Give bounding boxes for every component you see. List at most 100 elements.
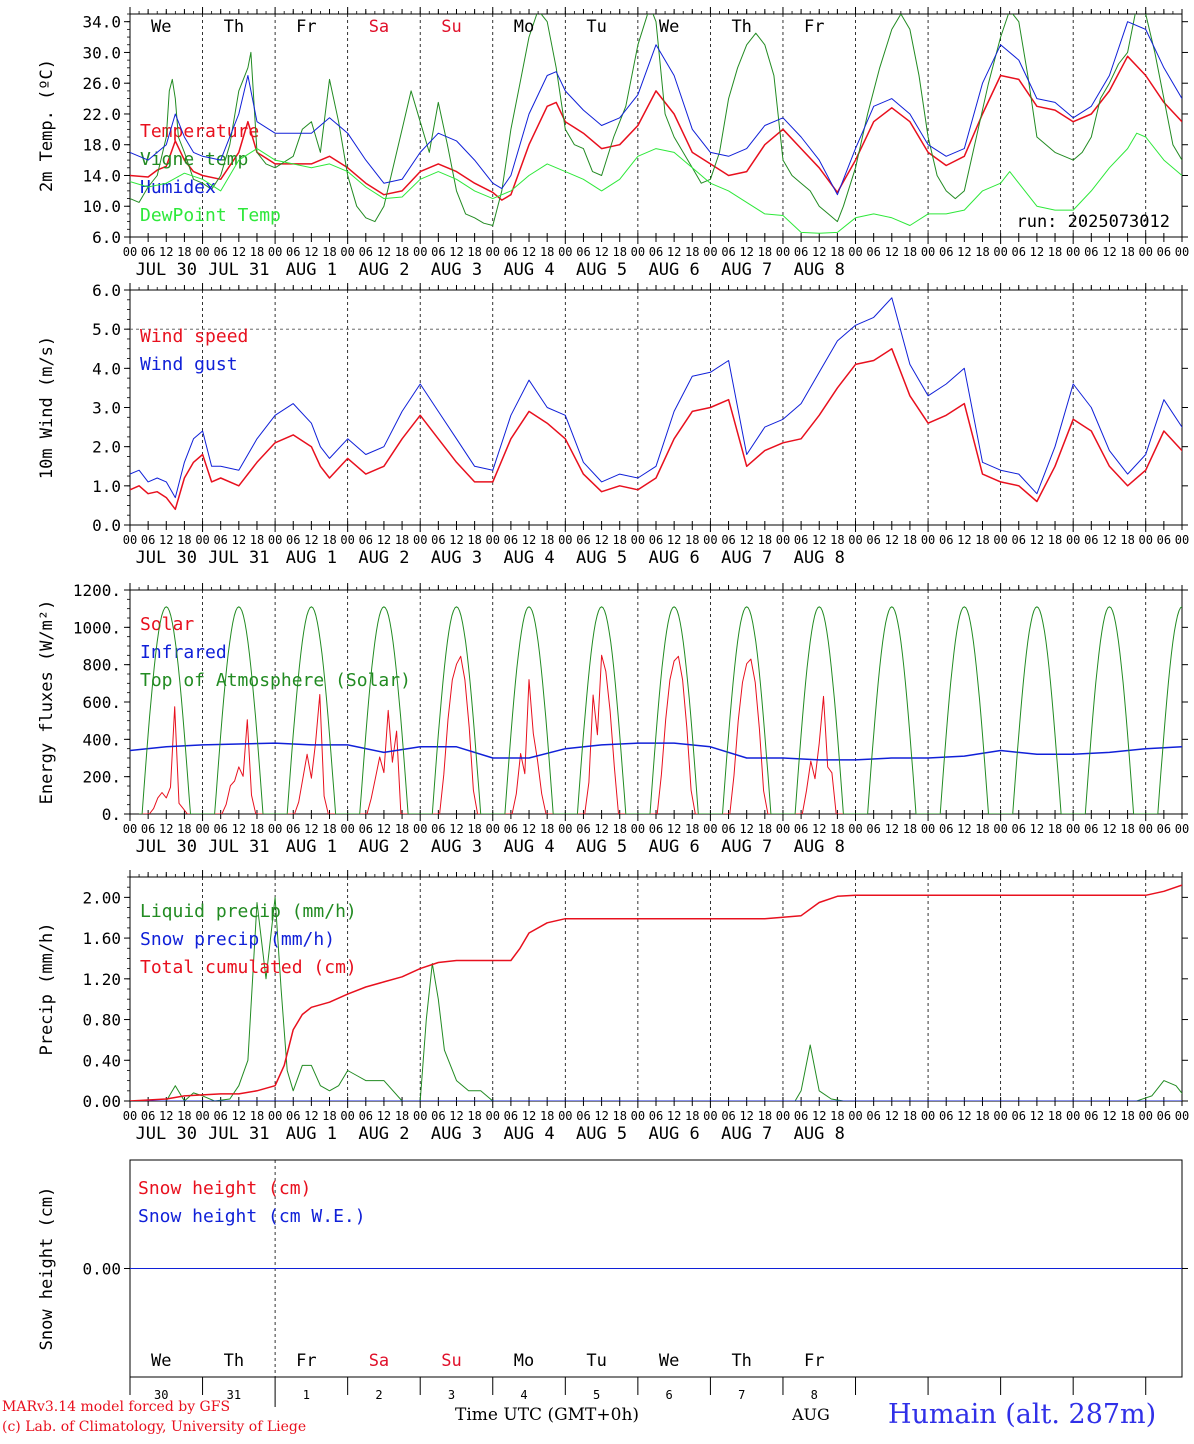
hour-tick-label: 06 bbox=[576, 533, 590, 547]
weekday-bottom: Fr bbox=[804, 1351, 824, 1371]
y-tick-label: 18.0 bbox=[82, 136, 121, 155]
hour-tick-label: 06 bbox=[504, 533, 518, 547]
hour-tick-label: 06 bbox=[1157, 1109, 1171, 1123]
y-tick-label: 0.0 bbox=[92, 516, 121, 535]
hour-tick-label: 00 bbox=[631, 1109, 645, 1123]
hour-tick-label: 12 bbox=[522, 822, 536, 836]
hour-tick-label: 18 bbox=[830, 533, 844, 547]
y-tick-label: 1.20 bbox=[82, 970, 121, 989]
hour-tick-label: 00 bbox=[993, 1109, 1007, 1123]
hour-tick-label: 06 bbox=[576, 1109, 590, 1123]
hour-tick-label: 00 bbox=[558, 245, 572, 259]
day-label: AUG 5 bbox=[576, 260, 627, 280]
hour-tick-label: 00 bbox=[340, 533, 354, 547]
day-label: JUL 31 bbox=[208, 548, 269, 568]
hour-tick-label: 06 bbox=[866, 533, 880, 547]
hour-tick-label: 06 bbox=[431, 822, 445, 836]
day-label: AUG 2 bbox=[358, 260, 409, 280]
hour-tick-label: 18 bbox=[177, 245, 191, 259]
hour-tick-label: 00 bbox=[703, 822, 717, 836]
hour-tick-label: 00 bbox=[631, 822, 645, 836]
hour-tick-label: 06 bbox=[286, 245, 300, 259]
hour-tick-label: 12 bbox=[812, 1109, 826, 1123]
hour-tick-label: 00 bbox=[340, 822, 354, 836]
hour-tick-label: 06 bbox=[576, 245, 590, 259]
hour-tick-label: 12 bbox=[377, 533, 391, 547]
hour-tick-label: 18 bbox=[612, 822, 626, 836]
hour-tick-label: 18 bbox=[322, 245, 336, 259]
hour-tick-label: 06 bbox=[431, 245, 445, 259]
y-tick-label: 2.00 bbox=[82, 888, 121, 907]
hour-tick-label: 12 bbox=[957, 1109, 971, 1123]
day-label: JUL 30 bbox=[136, 837, 197, 857]
hour-tick-label: 12 bbox=[522, 533, 536, 547]
y-tick-label: 800. bbox=[82, 656, 121, 675]
hour-tick-label: 18 bbox=[250, 533, 264, 547]
legend-entry: Snow height (cm) bbox=[138, 1178, 311, 1199]
hour-tick-label: 00 bbox=[1066, 822, 1080, 836]
hour-tick-label: 06 bbox=[141, 1109, 155, 1123]
day-label: AUG 3 bbox=[431, 1124, 482, 1144]
day-label: AUG 1 bbox=[286, 260, 337, 280]
hour-tick-label: 00 bbox=[123, 245, 137, 259]
legend-entry: DewPoint Temp bbox=[140, 205, 281, 226]
y-tick-label: 200. bbox=[82, 768, 121, 787]
legend-entry: Humidex bbox=[140, 177, 216, 198]
hour-tick-label: 06 bbox=[794, 822, 808, 836]
weekday-top: Fr bbox=[296, 17, 316, 37]
hour-tick-label: 18 bbox=[830, 1109, 844, 1123]
series-line bbox=[130, 297, 1182, 499]
y-tick-label: 400. bbox=[82, 730, 121, 749]
hour-tick-label: 12 bbox=[1102, 245, 1116, 259]
hour-tick-label: 12 bbox=[377, 1109, 391, 1123]
hour-tick-label: 18 bbox=[612, 1109, 626, 1123]
hour-tick-label: 18 bbox=[395, 533, 409, 547]
hour-tick-label: 12 bbox=[885, 1109, 899, 1123]
hour-tick-label: 18 bbox=[395, 245, 409, 259]
y-tick-label: 4.0 bbox=[92, 359, 121, 378]
hour-tick-label: 18 bbox=[685, 533, 699, 547]
hour-tick-label: 18 bbox=[758, 1109, 772, 1123]
y-tick-label: 0. bbox=[102, 805, 121, 824]
hour-tick-label: 00 bbox=[631, 533, 645, 547]
hour-tick-label: 06 bbox=[649, 245, 663, 259]
day-number: 5 bbox=[593, 1388, 600, 1402]
y-tick-label: 1.60 bbox=[82, 929, 121, 948]
y-axis-label: Snow height (cm) bbox=[37, 1187, 57, 1351]
day-label: AUG 2 bbox=[358, 548, 409, 568]
hour-tick-label: 18 bbox=[540, 822, 554, 836]
hour-tick-label: 18 bbox=[177, 533, 191, 547]
hour-tick-label: 00 bbox=[921, 822, 935, 836]
hour-tick-label: 18 bbox=[975, 245, 989, 259]
hour-tick-label: 06 bbox=[794, 1109, 808, 1123]
hour-tick-label: 06 bbox=[286, 1109, 300, 1123]
hour-tick-label: 00 bbox=[1175, 1109, 1189, 1123]
hour-tick-label: 06 bbox=[359, 822, 373, 836]
hour-tick-label: 12 bbox=[449, 822, 463, 836]
hour-tick-label: 12 bbox=[594, 1109, 608, 1123]
y-tick-label: 1200. bbox=[73, 581, 121, 600]
hour-tick-label: 00 bbox=[921, 245, 935, 259]
day-number: 4 bbox=[520, 1388, 527, 1402]
day-label: JUL 31 bbox=[208, 1124, 269, 1144]
hour-tick-label: 00 bbox=[1066, 1109, 1080, 1123]
day-label: AUG 4 bbox=[503, 260, 554, 280]
hour-tick-label: 00 bbox=[268, 533, 282, 547]
hour-tick-label: 18 bbox=[177, 822, 191, 836]
legend-entry: Snow precip (mm/h) bbox=[140, 929, 335, 950]
hour-tick-label: 18 bbox=[1048, 533, 1062, 547]
day-label: AUG 6 bbox=[649, 548, 700, 568]
hour-tick-label: 12 bbox=[957, 533, 971, 547]
hour-tick-label: 12 bbox=[1102, 533, 1116, 547]
plot-frame-2 bbox=[129, 589, 1183, 815]
hour-tick-label: 00 bbox=[776, 822, 790, 836]
hour-tick-label: 18 bbox=[250, 1109, 264, 1123]
hour-tick-label: 00 bbox=[195, 1109, 209, 1123]
hour-tick-label: 06 bbox=[721, 245, 735, 259]
day-number: 7 bbox=[738, 1388, 745, 1402]
day-label: AUG 4 bbox=[503, 1124, 554, 1144]
hour-tick-label: 00 bbox=[486, 1109, 500, 1123]
day-label: AUG 1 bbox=[286, 548, 337, 568]
weekday-bottom: Fr bbox=[296, 1351, 316, 1371]
hour-tick-label: 00 bbox=[340, 1109, 354, 1123]
